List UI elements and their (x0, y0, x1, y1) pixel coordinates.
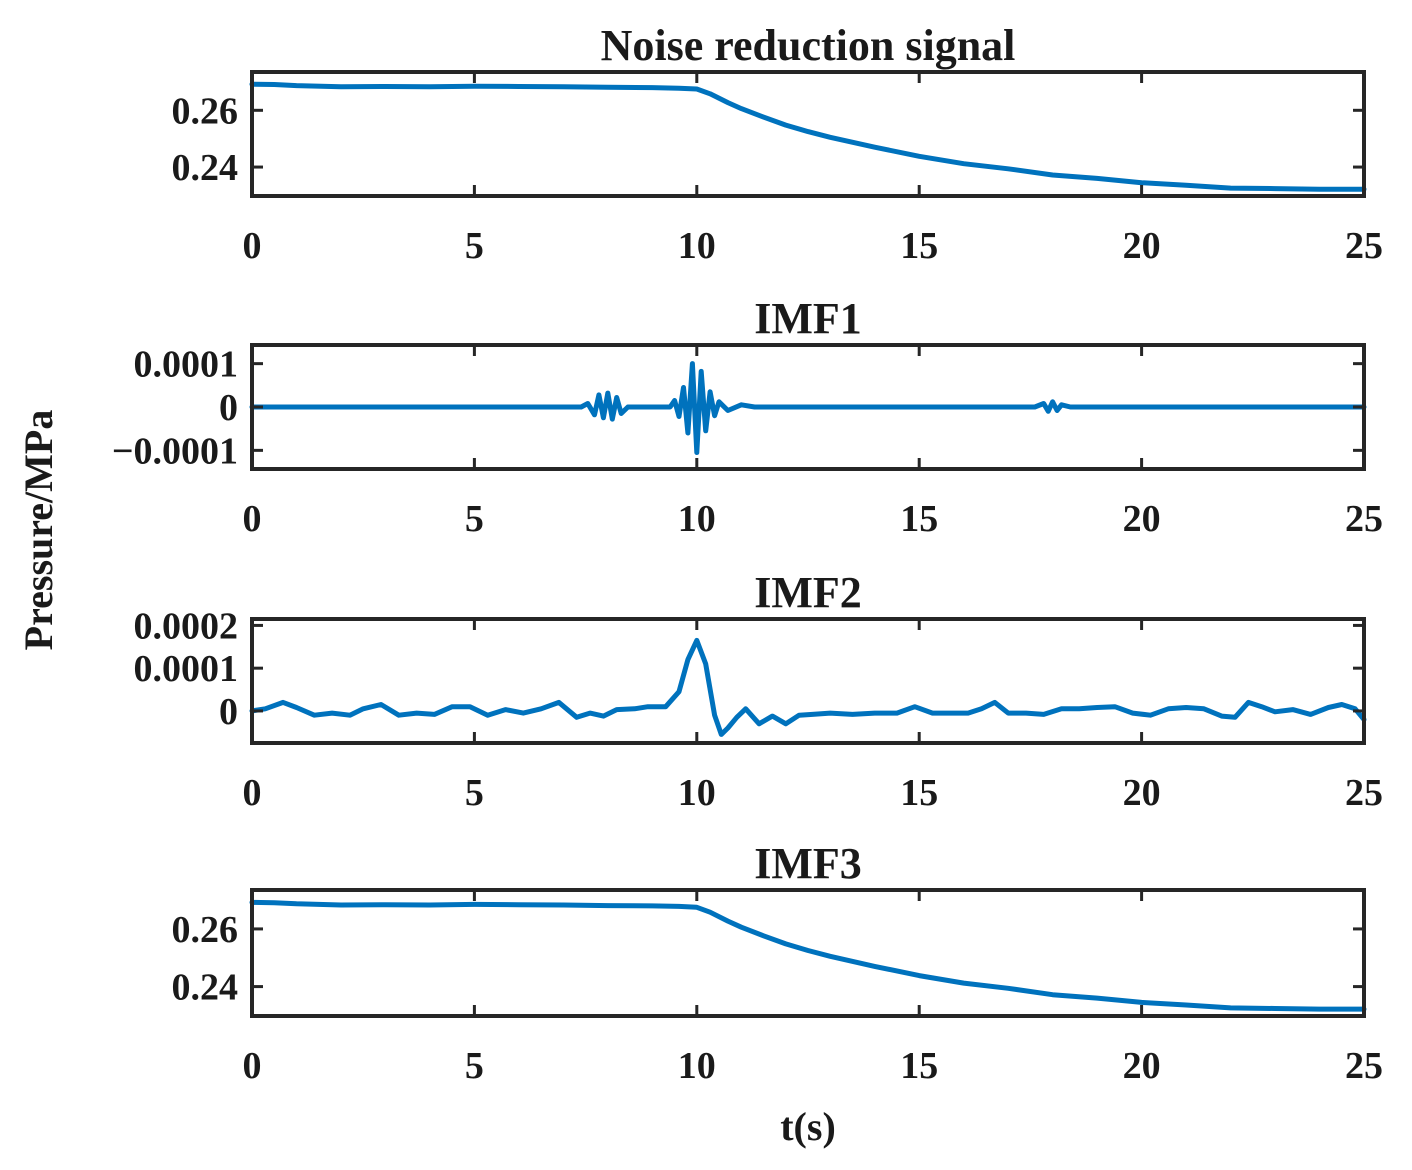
axes-frame (250, 888, 1366, 1018)
x-tick-label: 15 (900, 498, 938, 540)
y-tick-label: 0.26 (172, 90, 239, 132)
axes-frame (250, 70, 1366, 198)
y-tick-label: 0.26 (172, 909, 239, 951)
x-tick-label: 15 (900, 772, 938, 814)
x-tick-label: 10 (678, 1045, 716, 1087)
x-tick-label: 25 (1345, 772, 1383, 814)
y-tick-label: 0.0002 (134, 605, 239, 647)
series-line (249, 899, 1367, 1012)
x-tick-label: 20 (1123, 772, 1161, 814)
x-tick-label: 15 (900, 1045, 938, 1087)
x-tick-label: 0 (243, 772, 262, 814)
x-tick-label: 10 (678, 225, 716, 267)
subplot-4: IMF3 0 5 10 15 20 25 0.24 0.26 (172, 839, 1384, 1087)
series-line (249, 637, 1367, 737)
x-tick-label: 10 (678, 772, 716, 814)
subplot-title: Noise reduction signal (601, 21, 1016, 70)
subplot-1: Noise reduction signal 0 5 10 15 20 25 0.24 0.26 (172, 21, 1384, 267)
x-tick-label: 25 (1345, 498, 1383, 540)
y-tick-label: 0 (219, 387, 238, 429)
x-tick-label: 25 (1345, 1045, 1383, 1087)
x-tick-label: 20 (1123, 225, 1161, 267)
x-tick-label: 5 (465, 225, 484, 267)
y-tick-label: −0.0001 (112, 430, 238, 472)
series-line (249, 361, 1367, 455)
x-tick-label: 0 (243, 1045, 262, 1087)
x-tick-label: 5 (465, 498, 484, 540)
axes-frame (250, 617, 1366, 745)
y-tick-label: 0.0001 (134, 344, 239, 386)
series-line (249, 81, 1367, 192)
y-tick-label: 0.24 (172, 967, 239, 1009)
x-tick-label: 5 (465, 1045, 484, 1087)
x-tick-label: 25 (1345, 225, 1383, 267)
x-tick-label: 0 (243, 498, 262, 540)
x-axis-label: t(s) (780, 1104, 836, 1149)
x-tick-label: 0 (243, 225, 262, 267)
x-tick-label: 10 (678, 498, 716, 540)
subplot-title: IMF1 (754, 294, 862, 343)
x-tick-label: 20 (1123, 498, 1161, 540)
subplot-title: IMF2 (754, 568, 862, 617)
subplot-title: IMF3 (754, 839, 862, 888)
y-tick-label: 0.24 (172, 147, 239, 189)
y-axis-label: Pressure/MPa (16, 410, 61, 651)
x-tick-label: 20 (1123, 1045, 1161, 1087)
y-tick-label: 0 (219, 691, 238, 733)
x-tick-label: 5 (465, 772, 484, 814)
y-tick-label: 0.0001 (134, 648, 239, 690)
x-tick-label: 15 (900, 225, 938, 267)
